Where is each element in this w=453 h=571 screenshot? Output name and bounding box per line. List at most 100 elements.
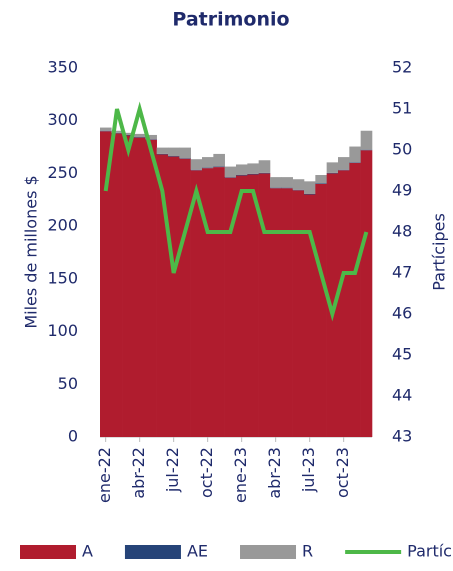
bar-segment — [100, 130, 112, 132]
bar-segment — [281, 188, 293, 437]
bar-segment — [202, 168, 214, 437]
bar-segment — [270, 187, 282, 189]
bar-segment — [145, 134, 157, 140]
y-axis-label: Miles de millones $ — [22, 175, 41, 328]
bar-segment — [315, 183, 327, 184]
bar-segment — [213, 166, 225, 168]
bar-segment — [100, 131, 112, 437]
bar-segment — [156, 154, 169, 438]
bar-segment — [349, 162, 361, 163]
bar-segment — [338, 170, 350, 437]
x-tick-label: jul-22 — [163, 447, 182, 493]
bar-segment — [270, 188, 282, 437]
y-tick-label: 100 — [47, 321, 78, 340]
bar-segment — [179, 147, 191, 159]
x-tick-label: abr-22 — [129, 447, 148, 499]
x-tick-label: oct-22 — [197, 447, 216, 498]
y-tick-label: 300 — [47, 110, 78, 129]
bar-segment — [236, 175, 248, 437]
bar-segment — [122, 135, 135, 437]
x-tick-label: ene-23 — [231, 447, 250, 503]
bar-segment — [134, 137, 146, 437]
y2-axis-label: Partícipes — [430, 213, 449, 291]
bar-segment — [111, 130, 123, 133]
bar-segment — [258, 173, 271, 437]
bar-segment — [338, 157, 350, 170]
y2-tick-label: 48 — [392, 222, 412, 241]
bar-segment — [156, 147, 169, 154]
y2-tick-label: 50 — [392, 140, 412, 159]
y-tick-label: 350 — [47, 58, 78, 77]
bar-segment — [156, 153, 169, 155]
bar-segment — [202, 167, 214, 169]
y-tick-label: 50 — [58, 374, 78, 393]
bar-segment — [349, 146, 361, 163]
y2-tick-label: 43 — [392, 427, 412, 446]
y2-tick-label: 51 — [392, 99, 412, 118]
legend-label: A — [82, 542, 93, 561]
x-tick-label: jul-23 — [299, 447, 318, 493]
y-tick-label: 0 — [68, 427, 78, 446]
bar-segment — [258, 160, 271, 173]
bar-segment — [360, 150, 373, 437]
bar-segment — [292, 189, 305, 191]
bar-segment — [179, 158, 191, 159]
bar-segment — [190, 170, 203, 437]
bar-segment — [213, 153, 225, 167]
line — [103, 101, 369, 322]
bar-segment — [326, 173, 339, 437]
bar-segment — [304, 193, 316, 195]
legend-label: Partícipes — [407, 542, 453, 561]
bar-segment — [168, 147, 180, 157]
x-tick-label: ene-22 — [95, 447, 114, 503]
bar-segment — [315, 183, 327, 437]
bar-segment — [202, 157, 214, 168]
legend-label: AE — [187, 542, 208, 561]
bar-segment — [224, 177, 237, 178]
y2-tick-label: 44 — [392, 386, 412, 405]
legend-swatch — [240, 545, 297, 559]
bar-segment — [134, 137, 146, 138]
bar-segment — [236, 164, 248, 176]
bar-segment — [145, 139, 157, 140]
bar-segment — [100, 127, 112, 131]
bar-segment — [247, 173, 259, 175]
bar-segment — [349, 162, 361, 437]
bar-segment — [145, 139, 157, 438]
bar-segment — [304, 194, 316, 437]
legend-label: R — [302, 542, 313, 561]
bar-segment — [213, 167, 225, 438]
chart-title: Patrimonio — [172, 9, 289, 31]
y2-tick-label: 47 — [392, 263, 412, 282]
bar-segment — [224, 166, 237, 178]
bar-segment — [236, 175, 248, 176]
bar-segment — [258, 172, 271, 174]
bar-segment — [179, 158, 191, 437]
bar-segment — [168, 156, 180, 157]
bar-segment — [247, 163, 259, 174]
bar-segment — [224, 177, 237, 437]
bar-segment — [315, 175, 327, 184]
bar-segment — [326, 162, 339, 173]
bar-segment — [111, 133, 123, 437]
bar-segment — [292, 190, 305, 437]
y-tick-label: 250 — [47, 163, 78, 182]
legend-swatch — [20, 545, 76, 559]
y2-tick-label: 45 — [392, 345, 412, 364]
bar-segment — [122, 134, 135, 136]
x-tick-label: abr-23 — [265, 447, 284, 499]
y2-tick-label: 46 — [392, 304, 412, 323]
bar-segment — [190, 159, 203, 170]
bar-segment — [326, 172, 339, 174]
bar-segment — [134, 133, 146, 138]
y-tick-label: 150 — [47, 268, 78, 287]
bar-segment — [190, 169, 203, 171]
bar-segment — [247, 174, 259, 438]
bar-segment — [281, 187, 293, 189]
legend-swatch — [124, 545, 181, 559]
y2-tick-label: 49 — [392, 181, 412, 200]
bar-segment — [168, 156, 180, 437]
bar-segment — [360, 130, 373, 150]
bar-segment — [304, 181, 316, 194]
